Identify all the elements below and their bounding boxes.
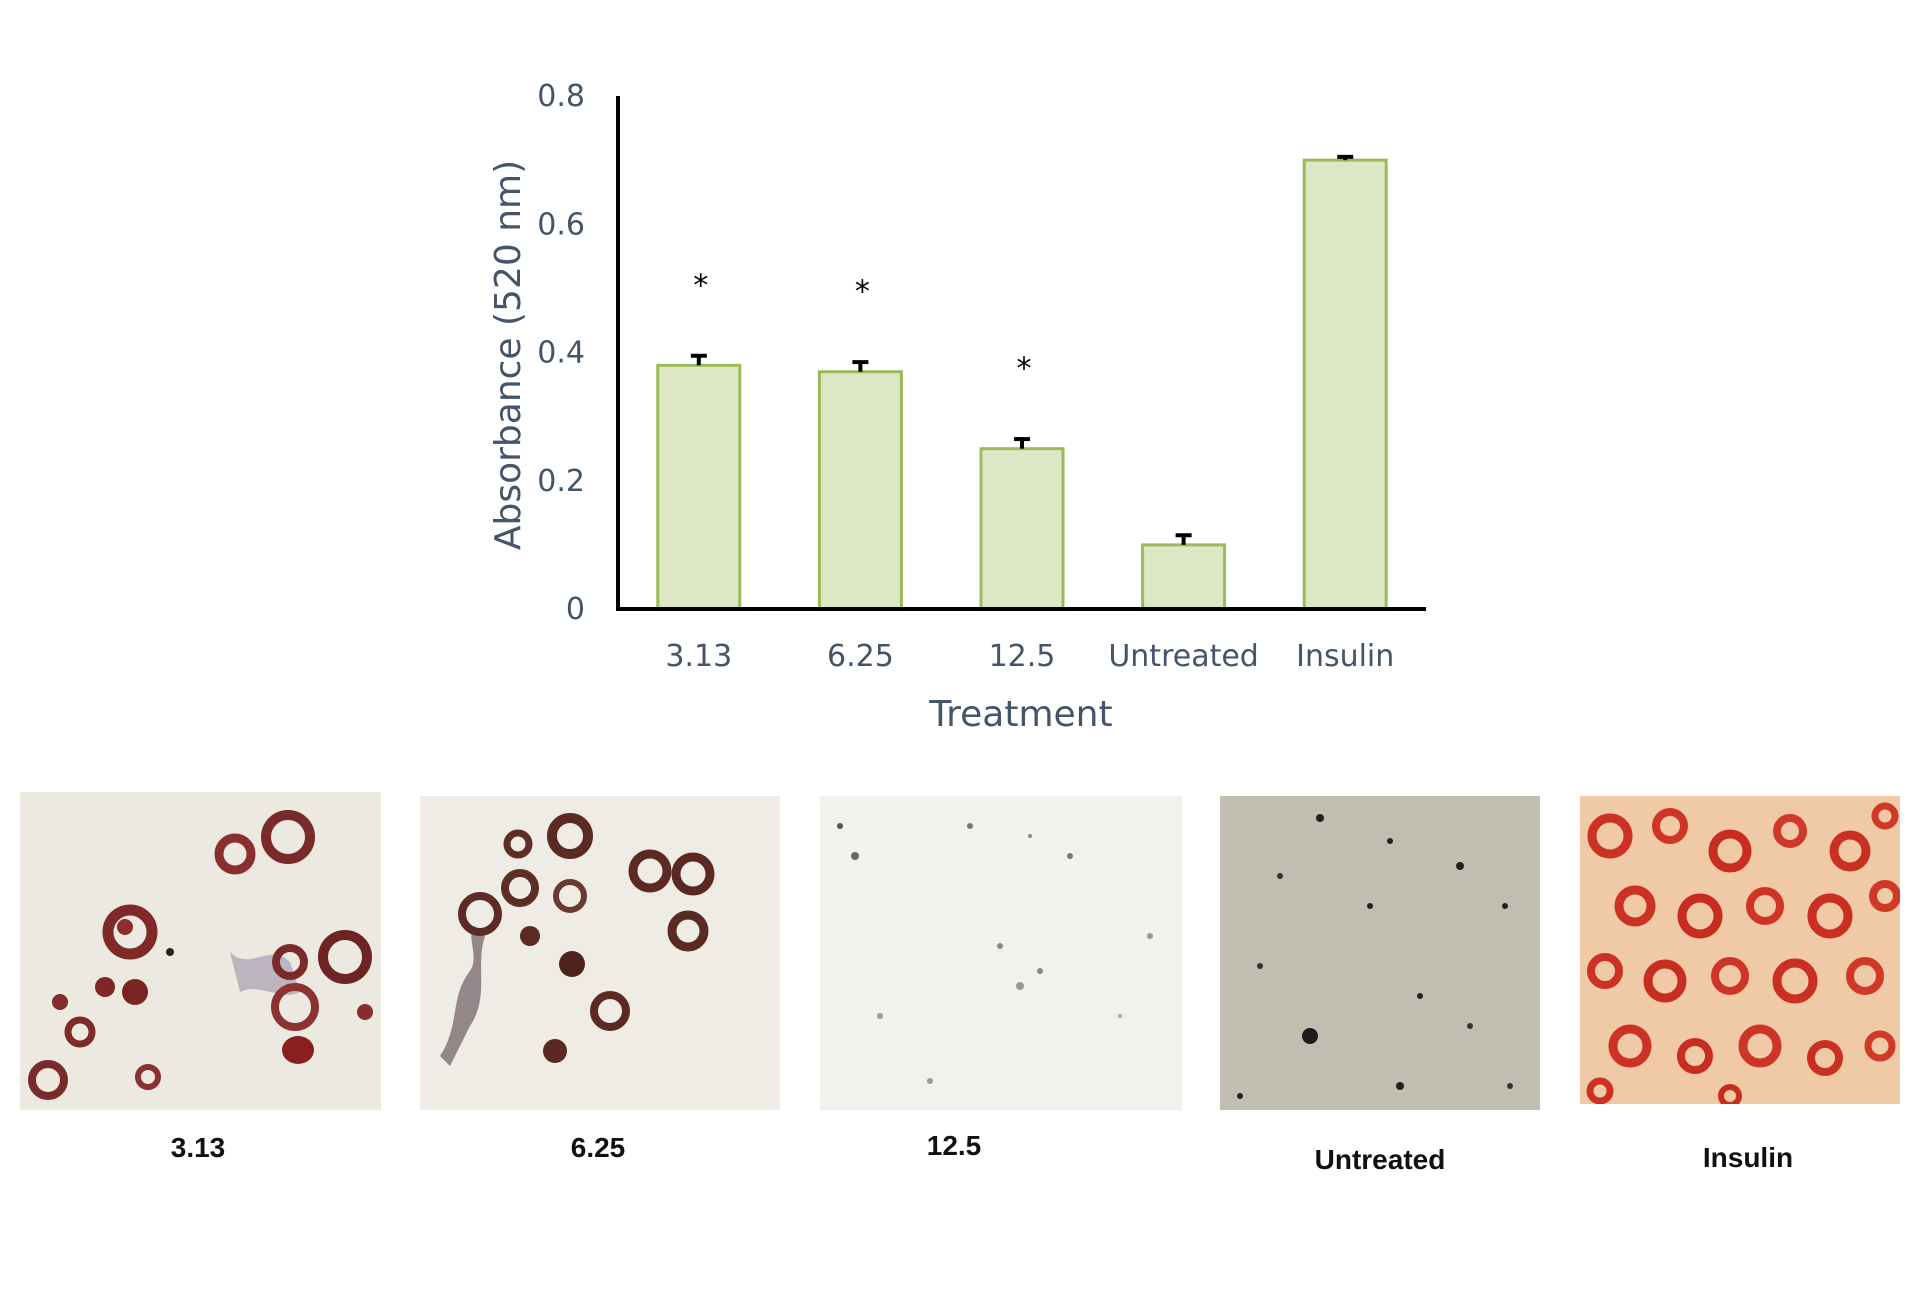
y-tick-label: 0 <box>566 592 585 627</box>
x-tick-label: 12.5 <box>989 639 1056 674</box>
caption-6-25: 6.25 <box>570 1132 626 1163</box>
micrograph-3-13 <box>20 792 381 1110</box>
caption-untreated: Untreated <box>1314 1144 1446 1175</box>
y-tick-label: 0.8 <box>537 79 585 114</box>
y-axis-title: Absorbance (520 nm) <box>488 160 529 550</box>
bar <box>817 370 903 611</box>
caption-insulin: Insulin <box>1702 1142 1794 1173</box>
bar <box>979 447 1065 611</box>
caption-12-5: 12.5 <box>926 1130 982 1161</box>
significance-marker: * <box>1017 352 1032 387</box>
bar <box>1302 158 1388 611</box>
bar <box>656 363 742 611</box>
significance-marker: * <box>693 268 708 303</box>
y-tick-label: 0.6 <box>537 207 585 242</box>
y-tick-label: 0.2 <box>537 464 585 499</box>
bar-chart: Absorbance (520 nm) Treatment 0 0.2 0.4 0.6… <box>488 79 1426 735</box>
significance-marker: * <box>855 275 870 310</box>
x-tick-label: 3.13 <box>665 639 732 674</box>
micrograph-12-5 <box>820 796 1182 1110</box>
x-tick-label: Insulin <box>1296 639 1394 674</box>
y-tick-label: 0.4 <box>537 336 585 371</box>
bar <box>1141 543 1227 611</box>
x-tick-label: Untreated <box>1108 639 1259 674</box>
x-axis-title: Treatment <box>928 694 1112 735</box>
micrograph-6-25 <box>420 796 780 1110</box>
caption-3-13: 3.13 <box>170 1132 226 1163</box>
micrograph-untreated <box>1220 796 1540 1110</box>
x-tick-label: 6.25 <box>827 639 894 674</box>
micrograph-insulin <box>1580 796 1900 1104</box>
